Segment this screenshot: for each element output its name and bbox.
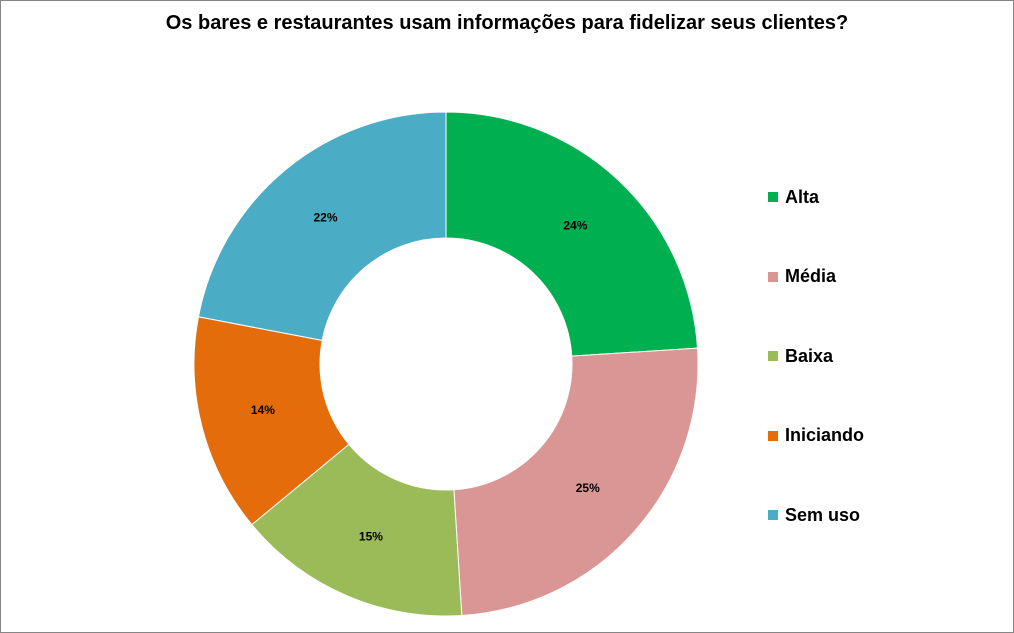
data-label-sem-uso: 22% <box>314 211 338 225</box>
slice-iniciando <box>193 316 350 526</box>
legend-item-baixa: Baixa <box>768 346 864 366</box>
legend-label-media: Média <box>785 266 837 286</box>
slice-alta <box>445 111 699 357</box>
legend-swatch-baixa <box>768 351 778 361</box>
data-label-alta: 24% <box>563 218 587 232</box>
data-label-iniciando: 14% <box>251 403 275 417</box>
legend: Alta Média Baixa Iniciando Sem uso <box>768 187 864 585</box>
legend-item-media: Média <box>768 266 864 287</box>
legend-swatch-alta <box>768 192 778 202</box>
legend-swatch-media <box>768 271 778 282</box>
legend-swatch-sem-uso <box>768 510 778 520</box>
legend-label-alta: Alta <box>785 186 820 207</box>
legend-label-baixa: Baixa <box>785 345 834 366</box>
legend-label-sem-uso: Sem uso <box>785 504 861 525</box>
chart-title: Os bares e restaurantes usam informações… <box>165 12 849 34</box>
slice-media <box>453 347 699 617</box>
legend-item-alta: Alta <box>768 187 864 207</box>
slice-sem-uso <box>197 111 447 341</box>
legend-label-iniciando: Iniciando <box>785 425 865 445</box>
legend-swatch-iniciando <box>768 430 778 441</box>
legend-item-iniciando: Iniciando <box>768 425 865 446</box>
data-label-baixa: 15% <box>359 530 383 544</box>
legend-item-sem-uso: Sem uso <box>768 505 864 525</box>
slice-baixa <box>251 443 463 617</box>
data-label-media: 25% <box>576 481 600 495</box>
